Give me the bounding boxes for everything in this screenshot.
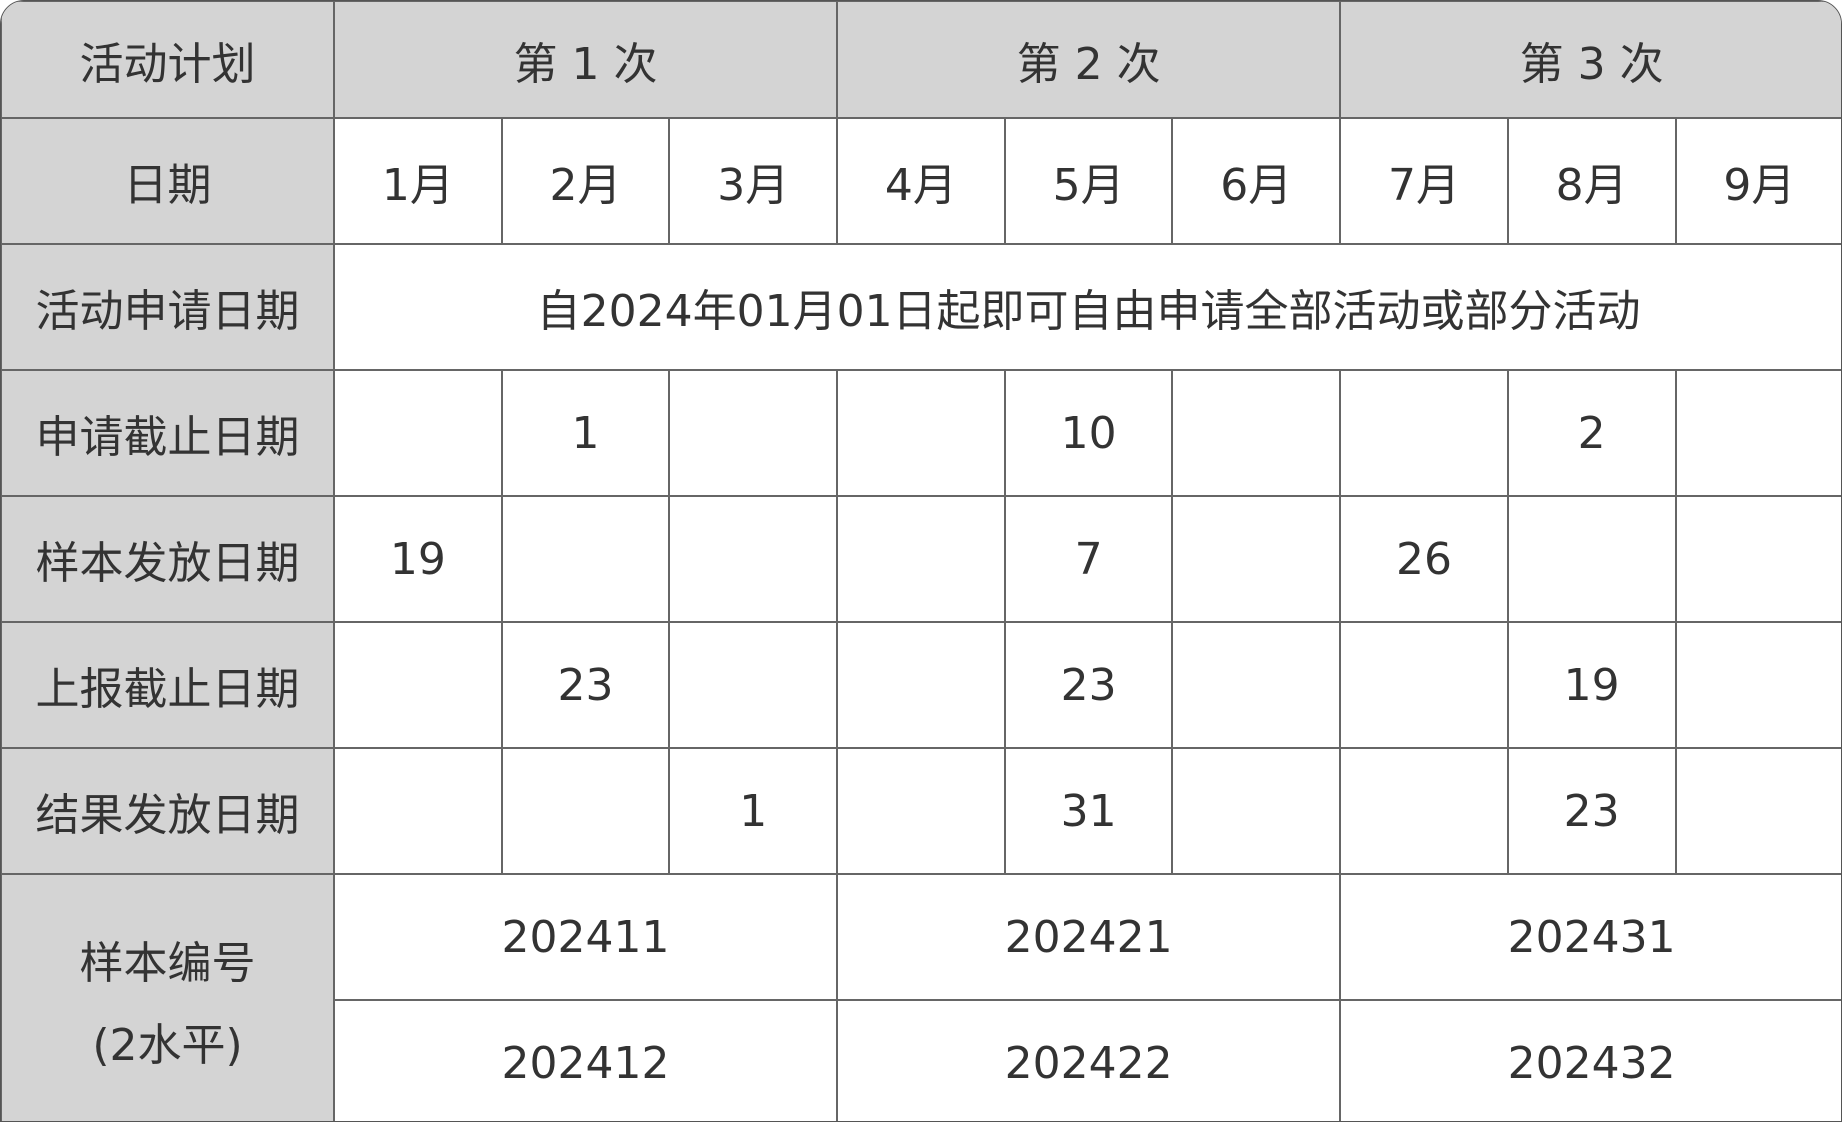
day-cell — [1339, 369, 1509, 497]
day-cell — [1506, 495, 1677, 623]
day-cell — [836, 747, 1006, 875]
row-label: 日期 — [1, 117, 335, 245]
schedule-row: 样本发放日期 19 7 26 — [1, 495, 1841, 623]
day-cell: 19 — [333, 495, 503, 623]
month-cell: 4月 — [836, 117, 1006, 245]
day-cell — [836, 621, 1006, 749]
day-cell — [500, 495, 671, 623]
row-label: 上报截止日期 — [1, 621, 335, 749]
round-3-header: 第 3 次 — [1339, 1, 1841, 119]
sample-number: 202431 — [1339, 873, 1841, 1001]
month-cell: 5月 — [1003, 117, 1174, 245]
day-cell: 1 — [500, 369, 671, 497]
day-cell — [1339, 747, 1509, 875]
day-cell: 23 — [1506, 747, 1677, 875]
day-cell — [333, 369, 503, 497]
day-cell — [1674, 369, 1841, 497]
day-cell — [668, 495, 839, 623]
row-label: 结果发放日期 — [1, 747, 335, 875]
day-cell: 19 — [1506, 621, 1677, 749]
sample-level-1-row: 样本编号 (2水平) 202411 202421 202431 — [1, 873, 1841, 1121]
month-cell: 9月 — [1674, 117, 1841, 245]
month-cell: 7月 — [1339, 117, 1509, 245]
day-cell: 2 — [1506, 369, 1677, 497]
month-cell: 1月 — [333, 117, 503, 245]
row-label: 申请截止日期 — [1, 369, 335, 497]
day-cell: 23 — [500, 621, 671, 749]
header-row: 活动计划 第 1 次 第 2 次 第 3 次 — [1, 1, 1841, 119]
month-cell: 8月 — [1506, 117, 1677, 245]
day-cell — [1171, 495, 1342, 623]
month-cell: 6月 — [1171, 117, 1342, 245]
sample-number: 202422 — [836, 999, 1342, 1121]
day-cell — [333, 747, 503, 875]
day-cell: 7 — [1003, 495, 1174, 623]
row-label: 样本发放日期 — [1, 495, 335, 623]
day-cell — [1339, 621, 1509, 749]
sample-level-2-row: 202412 202422 202432 — [1, 999, 1841, 1121]
day-cell — [1674, 747, 1841, 875]
day-cell — [836, 369, 1006, 497]
months-row: 日期 1月 2月 3月 4月 5月 6月 7月 8月 9月 — [1, 117, 1841, 245]
day-cell — [1674, 621, 1841, 749]
header-label: 活动计划 — [1, 1, 335, 119]
application-text: 自2024年01月01日起即可自由申请全部活动或部分活动 — [332, 243, 1841, 371]
day-cell: 31 — [1003, 747, 1174, 875]
round-1-header: 第 1 次 — [332, 1, 839, 119]
day-cell — [836, 495, 1006, 623]
day-cell: 23 — [1003, 621, 1174, 749]
sample-number-label: 样本编号 (2水平) — [1, 873, 335, 1121]
day-cell — [333, 621, 503, 749]
day-cell — [1171, 621, 1342, 749]
round-2-header: 第 2 次 — [836, 1, 1342, 119]
day-cell — [1171, 747, 1342, 875]
schedule-row: 申请截止日期 1 10 2 — [1, 369, 1841, 497]
application-row: 活动申请日期 自2024年01月01日起即可自由申请全部活动或部分活动 — [1, 243, 1841, 371]
sample-number: 202412 — [332, 999, 839, 1121]
day-cell: 26 — [1339, 495, 1509, 623]
schedule-row: 结果发放日期 1 31 23 — [1, 747, 1841, 875]
sample-number: 202411 — [332, 873, 839, 1001]
day-cell — [668, 621, 839, 749]
row-label: 活动申请日期 — [1, 243, 335, 371]
month-cell: 3月 — [668, 117, 839, 245]
sample-number: 202432 — [1339, 999, 1841, 1121]
month-cell: 2月 — [500, 117, 671, 245]
day-cell — [668, 369, 839, 497]
day-cell — [1171, 369, 1342, 497]
day-cell — [1674, 495, 1841, 623]
day-cell: 1 — [668, 747, 839, 875]
day-cell — [500, 747, 671, 875]
schedule-row: 上报截止日期 23 23 19 — [1, 621, 1841, 749]
sample-number: 202421 — [836, 873, 1342, 1001]
day-cell: 10 — [1003, 369, 1174, 497]
